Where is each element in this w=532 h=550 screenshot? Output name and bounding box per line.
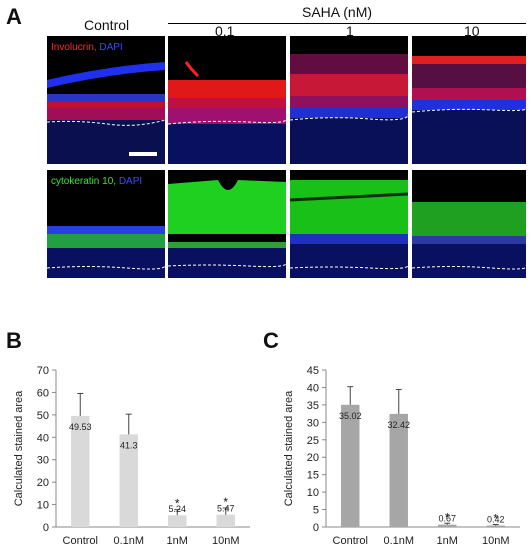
chart-b-value-label: 5.47 (217, 504, 235, 514)
panel-a-label: A (6, 4, 22, 29)
chart-b-category-label: 1nM (167, 535, 188, 547)
micrograph-involucrin-10nm (412, 36, 526, 164)
dose-label-1: 1 (346, 23, 354, 39)
chart-b-y-tick-label: 40 (37, 432, 49, 444)
stain-label-involucrin: Involucrin, DAPI (51, 42, 123, 53)
chart-b-y-axis-label: Calculated stained area (13, 390, 25, 506)
chart-c-value-label: 0.42 (487, 515, 505, 525)
micrograph-cytokeratin-0-1nm (168, 170, 286, 278)
micrograph-involucrin-control: Involucrin, DAPI (47, 36, 165, 164)
chart-b-y-tick-label: 10 (37, 500, 49, 512)
chart-b-bar (168, 515, 187, 527)
chart-b-bar (71, 415, 90, 527)
micrograph-involucrin-1nm (290, 36, 408, 164)
chart-c-significance-marker: * (445, 510, 450, 524)
chart-c-category-label: Control (333, 535, 368, 547)
dose-label-0-1: 0.1 (215, 23, 235, 39)
saha-label: SAHA (nM) (302, 4, 373, 20)
chart-c-bar (486, 525, 505, 527)
chart-b-y-tick-label: 70 (37, 365, 49, 377)
chart-b-value-label: 5.24 (168, 504, 186, 514)
micrograph-cytokeratin-control: cytokeratin 10, DAPI (47, 170, 165, 278)
chart-c-category-label: 0.1nM (383, 535, 414, 547)
involucrin-control-image (47, 62, 165, 164)
chart-b-significance-marker: * (175, 497, 180, 511)
panel-b-label: B (6, 328, 22, 353)
chart-c-y-tick-label: 15 (307, 470, 319, 482)
chart-c-value-label: 35.02 (339, 411, 362, 421)
chart-c-bar (341, 404, 360, 527)
chart-b-category-label: 0.1nM (113, 535, 144, 547)
chart-b-bar (119, 434, 138, 527)
chart-c-y-axis-label: Calculated stained area (283, 390, 295, 506)
chart-b-bar (216, 514, 235, 527)
chart-c-y-tick-label: 0 (313, 522, 319, 534)
chart-b-y-tick-label: 60 (37, 387, 49, 399)
panel-c-label: C (263, 328, 279, 353)
chart-b-y-tick-label: 30 (37, 455, 49, 467)
chart-c-y-tick-label: 45 (307, 365, 319, 377)
chart-c-value-label: 32.42 (387, 420, 410, 430)
micrograph-cytokeratin-1nm (290, 170, 408, 278)
chart-c-bar (389, 413, 408, 527)
chart-c-y-tick-label: 25 (307, 435, 319, 447)
chart-c-bar (438, 524, 457, 527)
chart-c-value-label: 0.67 (438, 514, 456, 524)
chart-b: 0 10 20 30 40 50 60 70 Calculated stained area 49… (13, 365, 250, 547)
chart-b-y-tick-label: 20 (37, 477, 49, 489)
chart-b-category-label: Control (63, 535, 98, 547)
chart-c-y-tick-label: 5 (313, 505, 319, 517)
chart-c-y-tick-label: 30 (307, 417, 319, 429)
chart-b-y-tick-label: 50 (37, 410, 49, 422)
chart-c-category-label: 10nM (482, 535, 510, 547)
stain-label-cytokeratin: cytokeratin 10, DAPI (51, 176, 143, 187)
chart-c-y-tick-label: 10 (307, 487, 319, 499)
micrograph-involucrin-0-1nm (168, 36, 286, 164)
micrograph-cytokeratin-10nm (412, 170, 526, 278)
control-column-label: Control (84, 17, 130, 33)
chart-b-value-label: 49.53 (69, 422, 92, 432)
chart-b-significance-marker: * (223, 495, 228, 509)
saha-bracket-line (168, 23, 526, 24)
chart-b-y-tick-label: 0 (43, 522, 49, 534)
chart-b-value-label: 41.3 (120, 440, 138, 450)
chart-c-y-tick-label: 35 (307, 400, 319, 412)
chart-c-y-tick-label: 20 (307, 452, 319, 464)
chart-c-category-label: 1nM (437, 535, 458, 547)
chart-b-category-label: 10nM (212, 535, 240, 547)
chart-c-y-tick-label: 40 (307, 382, 319, 394)
chart-c: 0 5 10 15 20 25 30 35 40 45 Calculated stained are… (283, 365, 520, 547)
dose-label-10: 10 (464, 23, 480, 39)
chart-c-significance-marker: * (493, 511, 498, 525)
